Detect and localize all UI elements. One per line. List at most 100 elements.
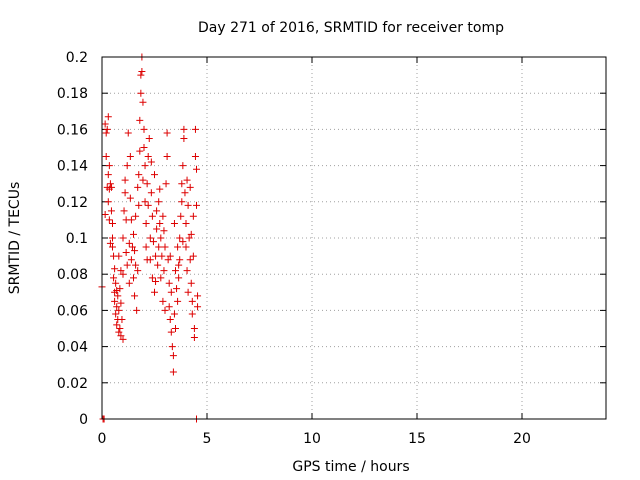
data-point [194, 292, 202, 300]
data-point [143, 256, 151, 264]
data-point [113, 286, 121, 294]
data-point [159, 297, 167, 305]
data-point [104, 198, 112, 206]
data-point [185, 234, 193, 242]
data-point [188, 297, 196, 305]
data-point [118, 315, 126, 323]
data-point [102, 153, 110, 161]
data-point [119, 234, 127, 242]
x-tick-label: 20 [513, 431, 531, 447]
y-tick-label: 0.12 [57, 195, 88, 211]
data-point [109, 220, 116, 228]
data-point [137, 89, 145, 97]
data-point [190, 334, 198, 342]
data-point [184, 201, 192, 209]
data-point [174, 243, 182, 251]
data-point [168, 343, 176, 351]
data-point [128, 243, 136, 251]
data-point [119, 335, 127, 343]
data-point [131, 292, 139, 300]
data-point [142, 220, 150, 228]
x-axis-title: GPS time / hours [292, 459, 409, 475]
data-point [178, 198, 186, 206]
data-point [182, 220, 190, 228]
data-point [183, 176, 191, 184]
data-point [158, 252, 166, 260]
data-point [137, 71, 145, 79]
data-point [120, 207, 128, 215]
data-point [156, 185, 164, 193]
data-point [175, 274, 183, 282]
data-point [148, 212, 156, 220]
x-tick-label: 15 [408, 431, 426, 447]
y-tick-label: 0.18 [57, 86, 88, 102]
data-point [156, 220, 164, 228]
data-point [151, 288, 158, 296]
data-point [104, 171, 112, 179]
data-point [142, 243, 150, 251]
data-point [176, 234, 184, 242]
data-point [112, 279, 120, 287]
data-point [162, 180, 170, 188]
data-point [130, 230, 137, 238]
data-point [163, 153, 171, 161]
data-point [190, 325, 198, 332]
x-tick-labels: 0 5 10 15 20 [98, 431, 531, 447]
data-point [143, 180, 151, 188]
data-point [114, 292, 122, 300]
data-points [98, 53, 202, 423]
y-axis-title: SRMTID / TECUs [7, 182, 23, 295]
data-point [135, 171, 143, 179]
data-point [167, 328, 175, 336]
data-point [136, 116, 144, 124]
data-point [123, 162, 131, 170]
data-point [147, 158, 155, 166]
data-point [115, 306, 123, 314]
data-point [172, 325, 179, 332]
data-point [184, 288, 192, 296]
data-point [182, 243, 190, 251]
data-point [111, 265, 119, 273]
data-point [153, 225, 161, 233]
data-point [186, 183, 194, 191]
data-point [160, 227, 168, 235]
data-point [121, 176, 129, 184]
data-point [188, 310, 196, 318]
data-point [105, 216, 113, 224]
data-point [113, 303, 121, 311]
data-point [165, 279, 173, 287]
data-point [141, 162, 149, 170]
data-point [148, 274, 156, 282]
data-point [161, 243, 169, 251]
data-point [103, 125, 111, 133]
data-point [140, 144, 148, 151]
data-point [179, 238, 187, 246]
data-point [112, 310, 120, 318]
data-point [117, 267, 125, 275]
y-tick-label: 0.04 [57, 340, 88, 356]
data-point [127, 256, 135, 264]
data-point [132, 261, 140, 269]
data-point [187, 279, 195, 287]
data-point [166, 315, 174, 323]
data-point [145, 134, 153, 142]
data-point [152, 252, 160, 260]
data-point [126, 194, 134, 202]
data-point [110, 274, 118, 282]
data-point [180, 125, 188, 133]
data-point [164, 256, 172, 264]
data-point [125, 239, 133, 247]
data-point [144, 153, 152, 161]
data-point [193, 165, 200, 173]
data-point [122, 248, 130, 256]
data-point [134, 183, 142, 191]
data-point [126, 153, 134, 161]
data-point [169, 352, 177, 360]
chart-title: Day 271 of 2016, SRMTID for receiver tom… [198, 20, 504, 36]
y-tick-label: 0.08 [57, 267, 88, 283]
data-point [135, 201, 143, 209]
data-point [163, 129, 171, 137]
data-point [113, 321, 121, 329]
data-point [102, 129, 110, 137]
